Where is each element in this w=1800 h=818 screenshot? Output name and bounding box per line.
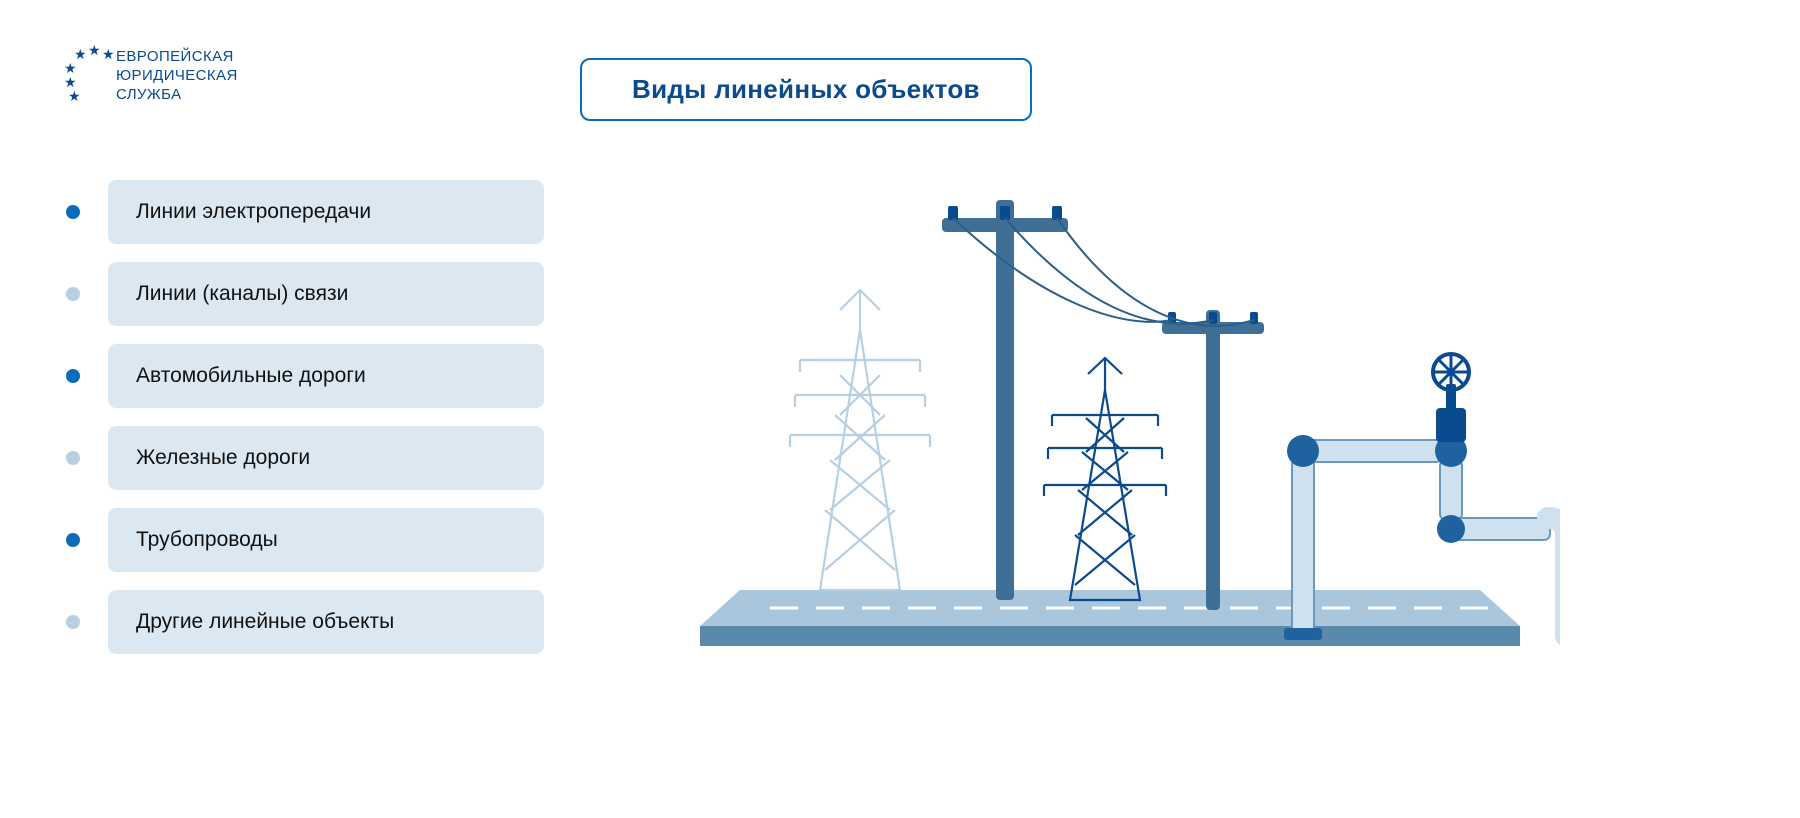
list-item-label: Другие линейные объекты bbox=[108, 590, 544, 654]
page-title: Виды линейных объектов bbox=[580, 58, 1032, 121]
bullet-icon bbox=[66, 615, 80, 629]
list-item: Железные дороги bbox=[66, 426, 544, 490]
linear-objects-list: Линии электропередачи Линии (каналы) свя… bbox=[66, 180, 544, 654]
logo-stars-icon: ★ ★ ★ ★ ★ ★ bbox=[64, 42, 110, 100]
bullet-icon bbox=[66, 287, 80, 301]
bullet-icon bbox=[66, 533, 80, 547]
list-item: Автомобильные дороги bbox=[66, 344, 544, 408]
list-item-label: Железные дороги bbox=[108, 426, 544, 490]
logo: ★ ★ ★ ★ ★ ★ ЕВРОПЕЙСКАЯ ЮРИДИЧЕСКАЯ СЛУЖ… bbox=[64, 42, 238, 104]
list-item-label: Трубопроводы bbox=[108, 508, 544, 572]
list-item-label: Линии (каналы) связи bbox=[108, 262, 544, 326]
logo-line1: ЕВРОПЕЙСКАЯ bbox=[116, 48, 238, 67]
list-item-label: Автомобильные дороги bbox=[108, 344, 544, 408]
list-item: Линии электропередачи bbox=[66, 180, 544, 244]
bullet-icon bbox=[66, 451, 80, 465]
list-item: Трубопроводы bbox=[66, 508, 544, 572]
list-item-label: Линии электропередачи bbox=[108, 180, 544, 244]
bullet-icon bbox=[66, 205, 80, 219]
logo-line3: СЛУЖБА bbox=[116, 86, 238, 105]
linear-objects-illustration bbox=[700, 160, 1560, 720]
list-item: Другие линейные объекты bbox=[66, 590, 544, 654]
road-icon bbox=[700, 590, 1520, 646]
power-pylon-icon bbox=[1044, 358, 1166, 600]
logo-text: ЕВРОПЕЙСКАЯ ЮРИДИЧЕСКАЯ СЛУЖБА bbox=[116, 48, 238, 104]
list-item: Линии (каналы) связи bbox=[66, 262, 544, 326]
bullet-icon bbox=[66, 369, 80, 383]
power-pylon-icon bbox=[790, 290, 930, 590]
logo-line2: ЮРИДИЧЕСКАЯ bbox=[116, 67, 238, 86]
